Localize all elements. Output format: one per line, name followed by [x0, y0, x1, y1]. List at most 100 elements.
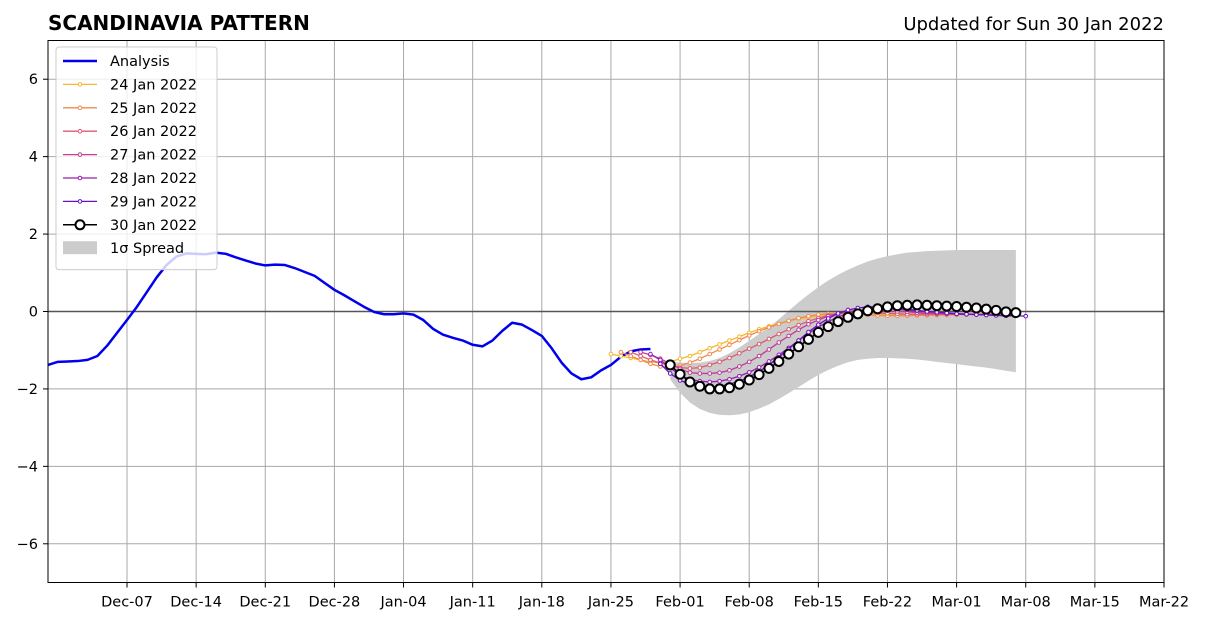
legend-marker [77, 82, 83, 87]
legend-label: Analysis [110, 54, 170, 70]
forecast-point [694, 380, 706, 392]
forecast-point [746, 333, 752, 338]
forecast-point [717, 370, 722, 375]
forecast-point [776, 340, 782, 345]
forecast-point [941, 300, 953, 312]
legend-label: 30 Jan 2022 [110, 218, 197, 234]
forecast-point [697, 371, 703, 376]
forecast-point [852, 308, 864, 320]
forecast-point [746, 359, 752, 365]
x-tick-label: Dec-21 [239, 595, 291, 611]
forecast-point [901, 299, 913, 311]
legend-item-30-jan-2022: 30 Jan 2022 [63, 218, 197, 234]
forecast-point [1000, 306, 1012, 318]
forecast-point [704, 383, 716, 395]
x-tick-label: Dec-14 [170, 595, 222, 611]
forecast-point [756, 353, 762, 359]
legend-label: 27 Jan 2022 [110, 148, 197, 164]
forecast-point [638, 357, 643, 363]
forecast-point [628, 353, 633, 359]
forecast-point [802, 333, 814, 345]
forecast-point [717, 347, 722, 352]
forecast-point [733, 378, 745, 390]
forecast-point [746, 369, 752, 375]
forecast-point [954, 311, 959, 317]
forecast-point [707, 345, 712, 351]
forecast-point [687, 360, 693, 365]
forecast-point [766, 347, 772, 352]
x-tick-label: Feb-15 [794, 595, 843, 611]
x-tick-label: Jan-25 [587, 595, 634, 611]
legend-marker [77, 152, 83, 157]
forecast-point [638, 349, 643, 355]
forecast-point [756, 328, 762, 334]
forecast-point [737, 337, 742, 343]
forecast-point [677, 356, 683, 362]
forecast-point [717, 342, 722, 347]
x-tick-label: Feb-08 [725, 595, 774, 611]
forecast-point [687, 353, 693, 359]
legend-label: 1σ Spread [110, 241, 184, 257]
legend-marker [77, 128, 83, 134]
legend-marker [77, 175, 83, 181]
legend-item-28-jan-2022: 28 Jan 2022 [63, 171, 197, 187]
forecast-point [727, 368, 732, 373]
legend-box [55, 46, 218, 271]
legend-label: 29 Jan 2022 [110, 194, 197, 210]
legend-item-26-jan-2022: 26 Jan 2022 [63, 124, 197, 140]
legend-marker [74, 219, 86, 231]
forecast-point [727, 342, 732, 348]
y-tick-label: 4 [29, 150, 38, 166]
series-analysis [47, 251, 651, 381]
legend-item-analysis: Analysis [63, 54, 170, 70]
forecast-point [951, 300, 963, 312]
legend-label: 24 Jan 2022 [110, 77, 197, 93]
y-tick-label: 6 [29, 72, 38, 88]
legend-item-29-jan-2022: 29 Jan 2022 [63, 194, 197, 210]
forecast-point [737, 373, 742, 379]
legend-marker [77, 199, 83, 204]
forecast-point [658, 357, 663, 363]
y-tick-label: 0 [29, 305, 38, 321]
x-tick-label: Jan-18 [518, 595, 565, 611]
x-tick-label: Mar-08 [1001, 595, 1051, 611]
forecast-point [970, 302, 982, 314]
forecast-point [723, 382, 735, 394]
forecast-point [786, 327, 792, 332]
forecast-point [638, 353, 643, 359]
legend-item-spread: 1σ Spread [63, 241, 184, 257]
forecast-point [766, 325, 772, 330]
forecast-point [891, 300, 903, 312]
forecast-point [825, 316, 831, 321]
legend-label: 25 Jan 2022 [110, 101, 197, 117]
forecast-point [776, 321, 782, 327]
forecast-point [707, 351, 712, 357]
forecast-point [796, 315, 801, 321]
x-tick-label: Mar-22 [1139, 595, 1189, 611]
forecast-point [832, 316, 844, 328]
legend-label: 26 Jan 2022 [110, 124, 197, 140]
forecast-point [628, 349, 633, 355]
forecast-point [707, 362, 712, 368]
forecast-point [1023, 313, 1029, 319]
forecast-point [773, 355, 785, 367]
forecast-point [964, 311, 969, 317]
forecast-point [743, 374, 755, 386]
forecast-point [812, 326, 824, 338]
forecast-point [806, 321, 811, 327]
forecast-point [684, 376, 696, 388]
forecast-point [842, 311, 854, 323]
forecast-point [717, 359, 722, 365]
chart-title: SCANDINAVIA PATTERN [48, 11, 310, 35]
forecast-point [714, 383, 726, 395]
x-tick-label: Jan-11 [449, 595, 496, 611]
forecast-point [664, 359, 676, 371]
forecast-point [806, 329, 811, 335]
y-tick-label: −4 [17, 459, 38, 475]
forecast-point [727, 355, 732, 361]
forecast-point [960, 301, 972, 313]
forecast-point [881, 301, 893, 313]
forecast-point [687, 366, 693, 371]
forecast-point [648, 361, 653, 367]
